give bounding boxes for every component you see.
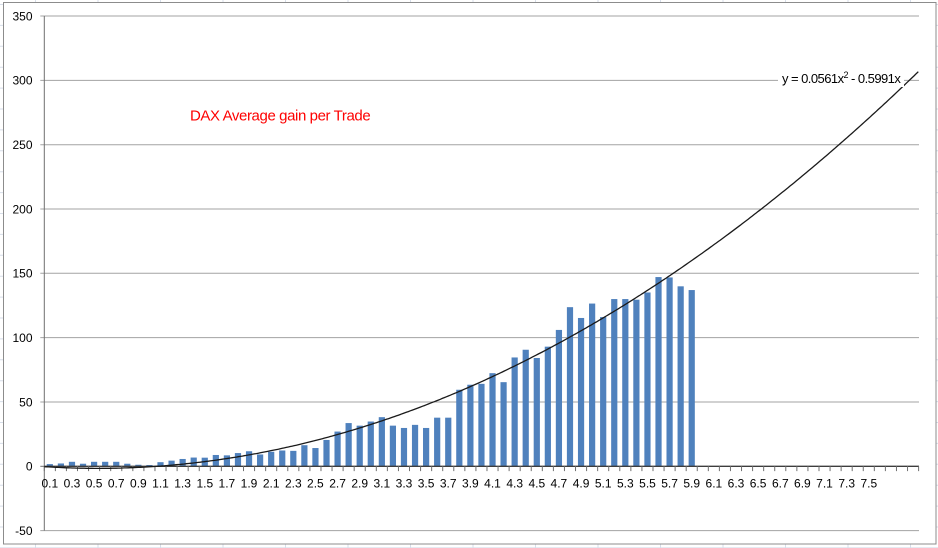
svg-text:1.9: 1.9 [241, 477, 258, 491]
svg-text:0.7: 0.7 [108, 477, 125, 491]
svg-text:3.7: 3.7 [440, 477, 457, 491]
svg-text:-50: -50 [15, 524, 33, 538]
svg-text:4.9: 4.9 [573, 477, 590, 491]
svg-text:1.3: 1.3 [174, 477, 191, 491]
svg-text:4.3: 4.3 [506, 477, 523, 491]
svg-text:5.5: 5.5 [639, 477, 656, 491]
svg-text:0.9: 0.9 [130, 477, 147, 491]
svg-text:4.7: 4.7 [551, 477, 568, 491]
svg-text:3.5: 3.5 [418, 477, 435, 491]
svg-text:350: 350 [12, 9, 32, 23]
svg-text:1.1: 1.1 [152, 477, 169, 491]
svg-text:6.5: 6.5 [750, 477, 767, 491]
svg-text:3.9: 3.9 [462, 477, 479, 491]
svg-text:2.9: 2.9 [351, 477, 368, 491]
svg-text:1.7: 1.7 [219, 477, 236, 491]
svg-text:7.5: 7.5 [860, 477, 877, 491]
svg-text:150: 150 [12, 267, 32, 281]
svg-text:6.3: 6.3 [728, 477, 745, 491]
svg-text:7.3: 7.3 [838, 477, 855, 491]
svg-text:6.1: 6.1 [706, 477, 723, 491]
svg-text:5.7: 5.7 [661, 477, 678, 491]
svg-text:0.5: 0.5 [86, 477, 103, 491]
svg-text:4.5: 4.5 [528, 477, 545, 491]
svg-text:1.5: 1.5 [196, 477, 213, 491]
svg-text:100: 100 [12, 331, 32, 345]
svg-text:3.3: 3.3 [396, 477, 413, 491]
svg-text:5.9: 5.9 [683, 477, 700, 491]
svg-text:300: 300 [12, 74, 32, 88]
svg-text:5.3: 5.3 [617, 477, 634, 491]
svg-text:2.5: 2.5 [307, 477, 324, 491]
svg-text:3.1: 3.1 [373, 477, 390, 491]
svg-text:2.3: 2.3 [285, 477, 302, 491]
svg-text:6.7: 6.7 [772, 477, 789, 491]
svg-text:4.1: 4.1 [484, 477, 501, 491]
svg-text:250: 250 [12, 138, 32, 152]
svg-text:2.1: 2.1 [263, 477, 280, 491]
svg-text:200: 200 [12, 202, 32, 216]
svg-text:7.1: 7.1 [816, 477, 833, 491]
svg-text:2.7: 2.7 [329, 477, 346, 491]
svg-text:0.3: 0.3 [64, 477, 81, 491]
svg-text:0.1: 0.1 [41, 477, 58, 491]
svg-text:5.1: 5.1 [595, 477, 612, 491]
svg-text:DAX Average gain per Trade: DAX Average gain per Trade [190, 108, 370, 125]
svg-text:50: 50 [19, 395, 33, 409]
svg-text:y = 0.0561x2 - 0.5991x: y = 0.0561x2 - 0.5991x [782, 70, 901, 86]
svg-text:0: 0 [26, 460, 33, 474]
svg-text:6.9: 6.9 [794, 477, 811, 491]
